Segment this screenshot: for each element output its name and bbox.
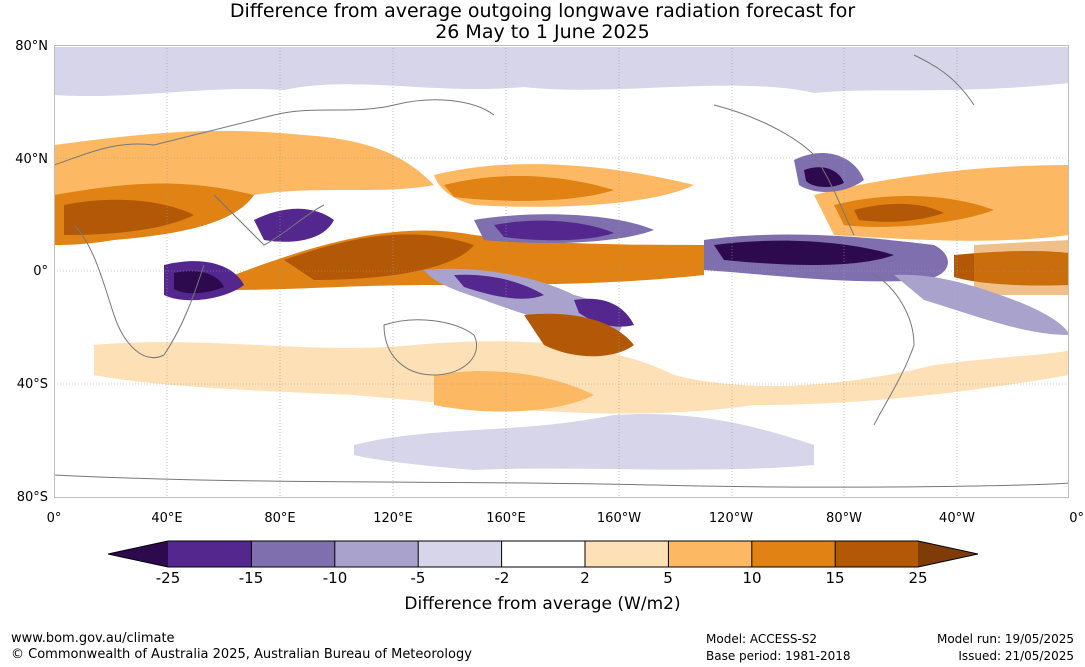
south-pacific-purple-2: [574, 298, 634, 327]
north-atlantic-brown: [854, 203, 944, 222]
south-pacific-dark-purple: [454, 274, 544, 299]
colorbar-seg-9: [835, 541, 919, 567]
issued-date: Issued: 21/05/2025: [958, 649, 1074, 663]
lon-label-40w: 40°W: [939, 511, 975, 526]
maritime-continent-brown: [284, 234, 474, 280]
colorbar-tick: -15: [238, 569, 264, 587]
lon-label-160w: 160°W: [596, 511, 642, 526]
colorbar-seg-7: [668, 541, 752, 567]
north-america-west-coast: [713, 104, 855, 236]
colorbar-tick: -2: [494, 569, 510, 587]
colorbar-svg: [107, 540, 979, 568]
arabia-brown: [64, 199, 194, 235]
colorbar-tick: 15: [825, 569, 845, 587]
colorbar-tick: 25: [908, 569, 928, 587]
lon-label-160e: 160°E: [486, 511, 526, 526]
eurasia-north-coast: [54, 99, 495, 166]
colorbar-tick: 5: [663, 569, 673, 587]
east-pacific-dark-purple: [714, 240, 894, 265]
anomaly-map-canvas: [54, 45, 1069, 498]
lat-label-40n: 40°N: [15, 152, 48, 167]
base-period: Base period: 1981-2018: [706, 649, 851, 663]
antarctica-coast: [54, 474, 1069, 488]
lon-label-40e: 40°E: [151, 511, 183, 526]
graticule: [54, 45, 1069, 498]
colorbar-seg-2: [251, 541, 335, 567]
colorbar-seg-1: [168, 541, 252, 567]
south-asia-coast: [213, 194, 325, 246]
colorbar-seg-0: [108, 541, 168, 567]
australia-coast: [383, 319, 477, 376]
map-title-line2: 26 May to 1 June 2025: [435, 21, 650, 43]
website-link[interactable]: www.bom.gov.au/climate: [11, 631, 175, 646]
lon-label-0-end: 0°: [1069, 511, 1084, 526]
colorbar-tick: -10: [322, 569, 348, 587]
colorbar-outline: [107, 540, 979, 568]
colorbar-seg-8: [751, 541, 836, 567]
model-run-date: Model run: 19/05/2025: [936, 632, 1074, 646]
lat-label-40s: 40°S: [16, 377, 48, 392]
copyright-text: © Commonwealth of Australia 2025, Austra…: [11, 647, 472, 662]
colorbar-tick: -5: [410, 569, 426, 587]
africa-coast: [73, 224, 205, 359]
northwest-pacific-darker: [444, 175, 614, 201]
lat-label-80n: 80°N: [15, 39, 48, 54]
lon-label-120e: 120°E: [373, 511, 413, 526]
colorbar-seg-3: [334, 541, 419, 567]
coastlines: [54, 54, 1069, 488]
lon-label-80e: 80°E: [264, 511, 296, 526]
lat-label-80s: 80°S: [16, 490, 48, 505]
south-america-coast: [873, 274, 915, 426]
map-border: [54, 45, 1069, 498]
colorbar-tick: -25: [155, 569, 181, 587]
colorbar-seg-4: [418, 541, 502, 567]
anomaly-map: [54, 45, 1069, 498]
lon-label-120w: 120°W: [708, 511, 754, 526]
colorbar-tick: 10: [742, 569, 762, 587]
tasman-orange: [434, 371, 594, 412]
colorbar-tick: 2: [580, 569, 590, 587]
north-america-dark-purple: [804, 167, 844, 188]
lon-label-0: 0°: [46, 511, 62, 526]
greenland-coast: [913, 54, 975, 106]
colorbar-seg-10: [918, 541, 978, 567]
southern-orange-band: [94, 341, 1069, 414]
map-title-line1: Difference from average outgoing longwav…: [229, 0, 856, 22]
colorbar-seg-6: [585, 541, 669, 567]
arctic-anomaly: [54, 47, 1069, 97]
south-pacific-brown: [524, 313, 634, 357]
colorbar-title: Difference from average (W/m2): [404, 594, 681, 614]
north-pacific-darker-purple: [494, 220, 614, 241]
southern-ocean-purple: [354, 414, 814, 470]
south-atlantic-purple: [894, 274, 1069, 335]
colorbar: [107, 540, 979, 568]
colorbar-seg-5: [501, 541, 585, 567]
indian-ocean-dark-purple: [174, 270, 224, 294]
lat-label-0: 0°: [33, 264, 48, 279]
lon-label-80w: 80°W: [826, 511, 862, 526]
atlantic-equatorial-orange: [974, 240, 1069, 295]
model-name: Model: ACCESS-S2: [706, 632, 818, 646]
